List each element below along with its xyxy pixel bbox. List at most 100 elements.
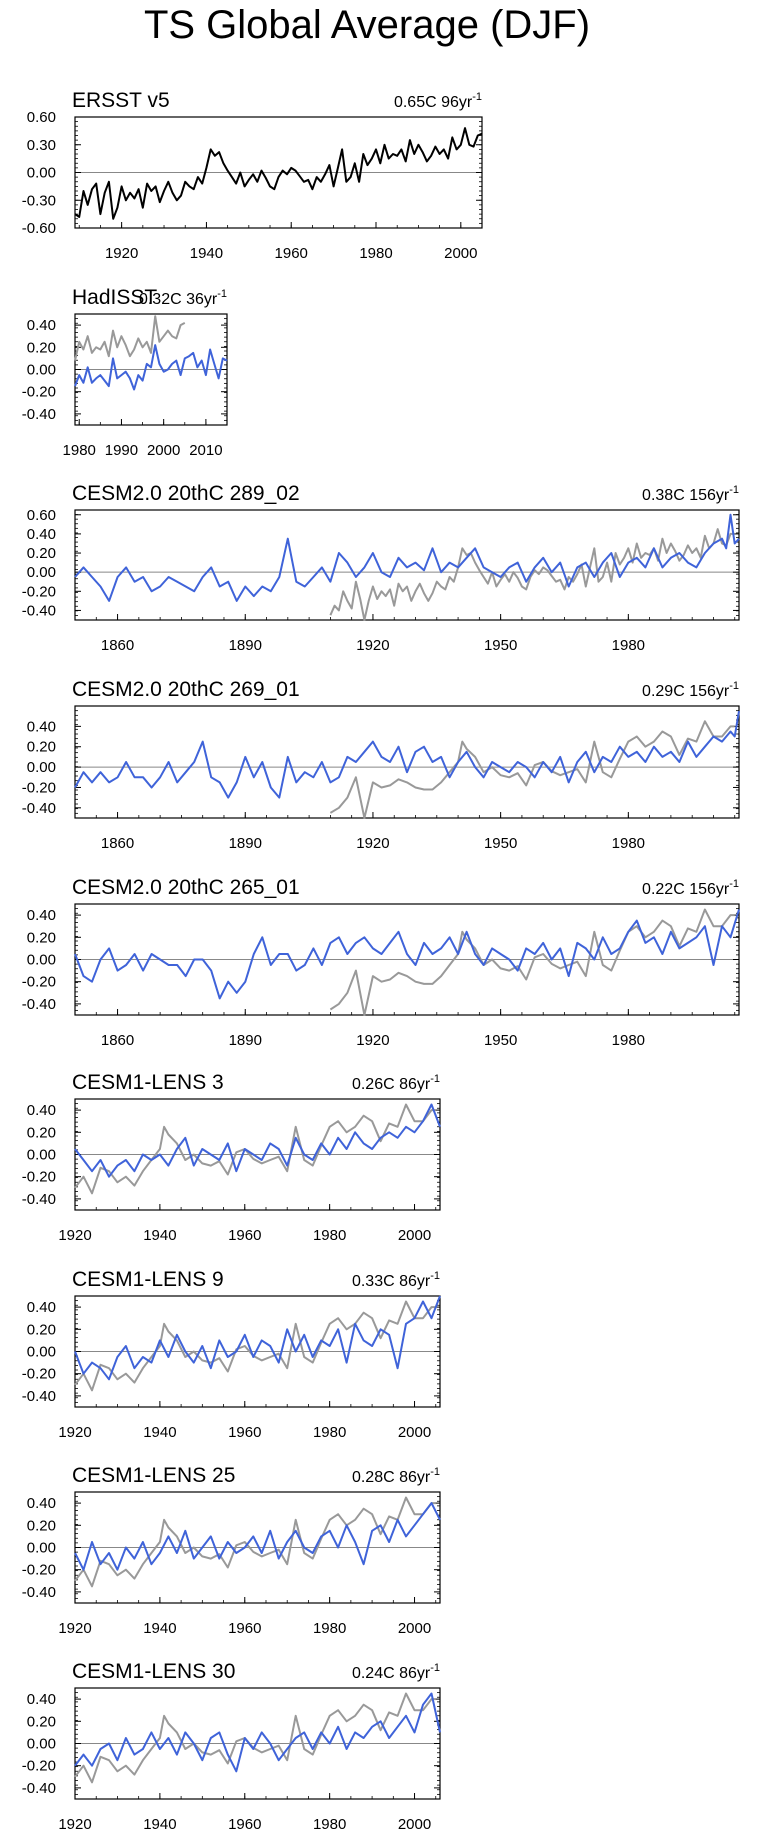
- x-tick-label: 1960: [228, 1620, 261, 1637]
- y-tick-label: 0.40: [27, 1299, 56, 1316]
- panel-trend-label: 0.26C 86yr-1: [352, 1073, 440, 1093]
- y-tick-label: -0.30: [22, 192, 56, 209]
- y-tick-label: -0.40: [22, 996, 56, 1013]
- x-tick-label: 1940: [143, 1816, 176, 1833]
- x-tick-label: 1960: [228, 1227, 261, 1244]
- y-tick-label: 0.20: [27, 929, 56, 946]
- x-tick-label: 1920: [356, 637, 389, 654]
- panel-title: CESM1-LENS 25: [72, 1464, 235, 1487]
- y-tick-label: 0.00: [27, 362, 56, 379]
- y-tick-label: 0.40: [27, 317, 56, 334]
- y-tick-label: 0.00: [27, 165, 56, 182]
- y-tick-label: -0.20: [22, 1366, 56, 1383]
- y-tick-label: 0.20: [27, 339, 56, 356]
- y-tick-label: -0.40: [22, 800, 56, 817]
- y-tick-label: -0.20: [22, 974, 56, 991]
- y-tick-label: -0.40: [22, 1388, 56, 1405]
- x-tick-label: 1980: [313, 1620, 346, 1637]
- y-tick-label: -0.20: [22, 583, 56, 600]
- panel-trend-label: 0.38C 156yr-1: [642, 484, 739, 504]
- panel-7: CESM1-LENS 9 0.33C 86yr-1 0.40 0.20 0.00 -0.2…: [22, 1268, 441, 1441]
- panel-trend-label: 0.22C 156yr-1: [642, 878, 739, 898]
- y-tick-label: -0.40: [22, 406, 56, 423]
- x-tick-label: 2000: [398, 1424, 431, 1441]
- x-tick-label: 1980: [313, 1424, 346, 1441]
- series-line-model: [74, 1103, 441, 1178]
- y-tick-label: 0.30: [27, 137, 56, 154]
- y-tick-label: 0.40: [27, 1102, 56, 1119]
- x-tick-label: 1950: [484, 637, 517, 654]
- x-tick-label: 1950: [484, 1032, 517, 1049]
- y-tick-label: 0.20: [27, 1124, 56, 1141]
- x-tick-label: 1920: [58, 1227, 91, 1244]
- series-line-obs: [329, 720, 735, 819]
- y-tick-label: -0.60: [22, 220, 56, 237]
- panel-1: ERSST v5 0.65C 96yr-1 0.60 0.30 0.00 -0.30 -0.…: [22, 89, 483, 262]
- panel-6: CESM1-LENS 3 0.26C 86yr-1 0.40 0.20 0.00 -0.2…: [22, 1071, 441, 1244]
- y-tick-label: 0.00: [27, 564, 56, 581]
- panel-8: CESM1-LENS 25 0.28C 86yr-1 0.40 0.20 0.00 -0.…: [22, 1464, 441, 1637]
- x-tick-label: 1940: [190, 245, 223, 262]
- x-tick-label: 1950: [484, 835, 517, 852]
- y-tick-label: 0.40: [27, 526, 56, 543]
- x-tick-label: 1980: [359, 245, 392, 262]
- panel-trend-label: 0.29C 156yr-1: [642, 680, 739, 700]
- panel-trend-label: 0.32C 36yr-1: [139, 288, 227, 308]
- x-tick-label: 1980: [612, 1032, 645, 1049]
- x-tick-label: 1860: [101, 637, 134, 654]
- panel-4: CESM2.0 20thC 269_01 0.29C 156yr-1 0.40 0.2…: [22, 678, 740, 852]
- y-tick-label: -0.40: [22, 1584, 56, 1601]
- plot-frame: [74, 509, 740, 621]
- y-tick-label: 0.60: [27, 507, 56, 524]
- panel-3: CESM2.0 20thC 289_02 0.38C 156yr-1 0.60 0.4…: [22, 482, 740, 654]
- y-tick-label: 0.20: [27, 1321, 56, 1338]
- plot-frame: [74, 705, 740, 819]
- x-tick-label: 1960: [275, 245, 308, 262]
- panel-title: CESM2.0 20thC 265_01: [72, 876, 300, 899]
- x-tick-label: 2000: [398, 1227, 431, 1244]
- x-tick-label: 1890: [229, 1032, 262, 1049]
- series-line-model: [74, 710, 740, 799]
- series-line-model: [74, 909, 740, 1000]
- y-tick-label: -0.20: [22, 1758, 56, 1775]
- x-tick-label: 1920: [356, 1032, 389, 1049]
- x-tick-label: 2000: [398, 1816, 431, 1833]
- y-tick-label: 0.00: [27, 1147, 56, 1164]
- y-tick-label: 0.40: [27, 907, 56, 924]
- y-tick-label: 0.00: [27, 1736, 56, 1753]
- figure-title: TS Global Average (DJF): [144, 3, 590, 47]
- panel-title: CESM1-LENS 30: [72, 1660, 235, 1683]
- y-tick-label: -0.20: [22, 384, 56, 401]
- x-tick-label: 2000: [398, 1620, 431, 1637]
- panel-9: CESM1-LENS 30 0.24C 86yr-1 0.40 0.20 0.00 -0.…: [22, 1660, 441, 1833]
- x-tick-label: 1980: [612, 835, 645, 852]
- x-tick-label: 1890: [229, 637, 262, 654]
- x-tick-label: 1860: [101, 835, 134, 852]
- y-tick-label: 0.00: [27, 1344, 56, 1361]
- series-line-model: [74, 1502, 441, 1571]
- series-line-obs: [74, 1103, 436, 1195]
- panel-trend-label: 0.28C 86yr-1: [352, 1466, 440, 1486]
- x-tick-label: 1980: [313, 1227, 346, 1244]
- series-line-model: [74, 1692, 441, 1773]
- x-tick-label: 1920: [356, 835, 389, 852]
- x-tick-label: 1890: [229, 835, 262, 852]
- y-tick-label: 0.40: [27, 718, 56, 735]
- y-tick-label: -0.40: [22, 602, 56, 619]
- x-tick-label: 2000: [147, 442, 180, 459]
- y-tick-label: -0.40: [22, 1191, 56, 1208]
- y-tick-label: 0.60: [27, 109, 56, 126]
- series-line-obs: [74, 315, 186, 361]
- y-tick-label: -0.20: [22, 1169, 56, 1186]
- series-line-obs: [329, 908, 735, 1016]
- y-tick-label: 0.40: [27, 1495, 56, 1512]
- x-tick-label: 1920: [58, 1816, 91, 1833]
- y-tick-label: 0.20: [27, 545, 56, 562]
- x-tick-label: 1860: [101, 1032, 134, 1049]
- y-tick-label: 0.20: [27, 739, 56, 756]
- x-tick-label: 2010: [189, 442, 222, 459]
- y-tick-label: -0.20: [22, 779, 56, 796]
- panel-title: CESM2.0 20thC 289_02: [72, 482, 300, 505]
- series-line-model: [74, 1295, 441, 1381]
- x-tick-label: 1990: [105, 442, 138, 459]
